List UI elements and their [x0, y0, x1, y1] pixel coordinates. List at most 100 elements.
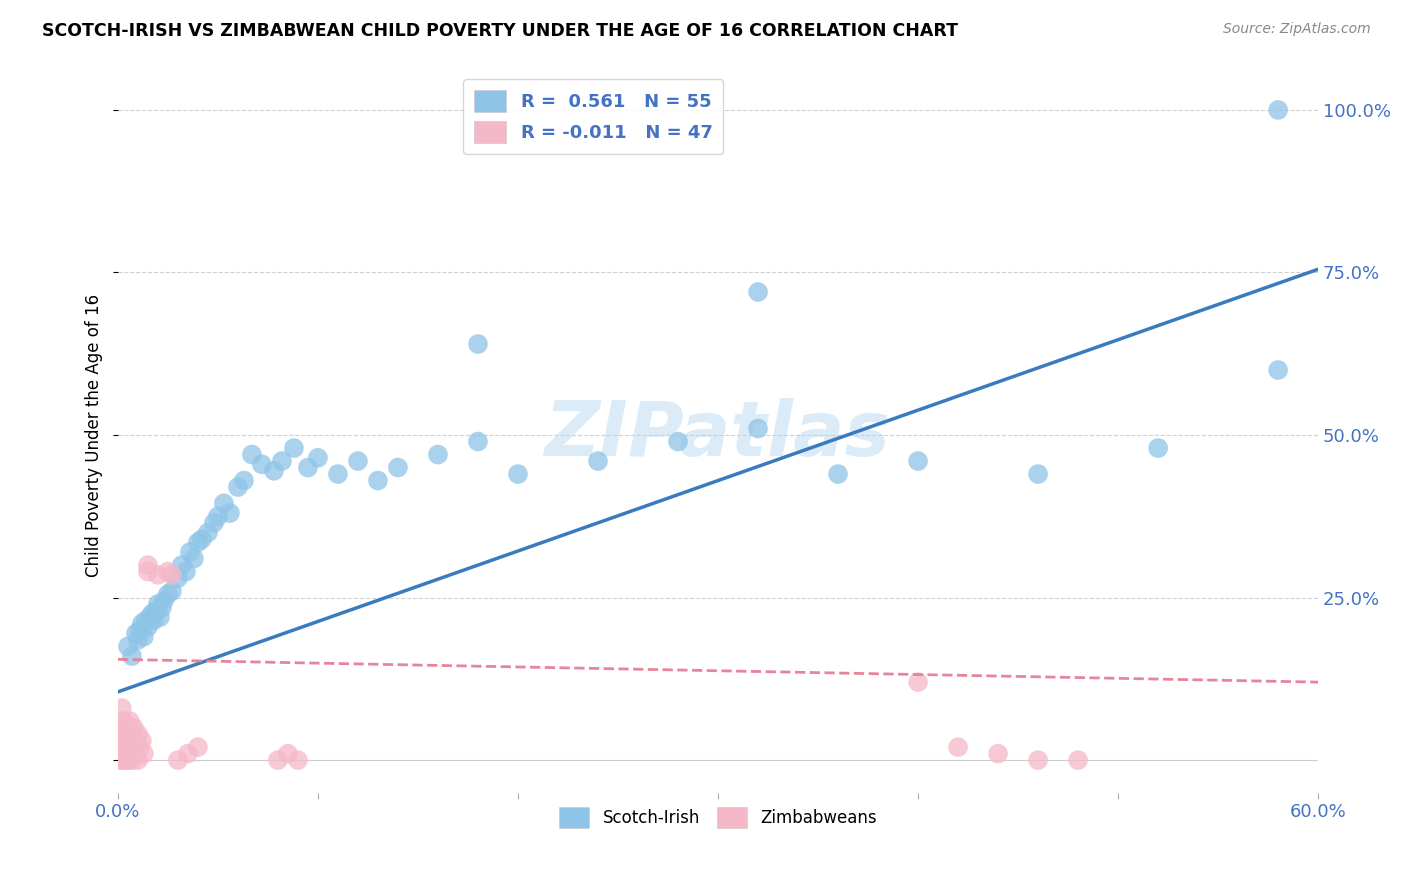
Point	[142, 613, 165, 627]
Point	[111, 753, 134, 767]
Point	[167, 571, 190, 585]
Point	[115, 721, 138, 735]
Point	[112, 740, 135, 755]
Point	[117, 753, 139, 767]
Point	[108, 727, 131, 741]
Point	[1267, 103, 1289, 117]
Point	[207, 509, 229, 524]
Point	[174, 565, 197, 579]
Point	[202, 516, 225, 530]
Point	[139, 610, 162, 624]
Y-axis label: Child Poverty Under the Age of 16: Child Poverty Under the Age of 16	[86, 293, 103, 576]
Point	[183, 551, 205, 566]
Point	[141, 607, 163, 621]
Point	[226, 480, 249, 494]
Point	[271, 454, 294, 468]
Point	[240, 448, 263, 462]
Point	[145, 604, 167, 618]
Point	[112, 727, 135, 741]
Point	[187, 535, 209, 549]
Point	[150, 600, 173, 615]
Point	[167, 753, 190, 767]
Point	[586, 454, 609, 468]
Point	[111, 727, 134, 741]
Point	[250, 458, 273, 472]
Point	[287, 753, 309, 767]
Point	[387, 460, 409, 475]
Point	[118, 733, 141, 747]
Point	[127, 727, 149, 741]
Point	[267, 753, 290, 767]
Point	[907, 675, 929, 690]
Point	[121, 727, 143, 741]
Point	[122, 747, 145, 761]
Point	[111, 701, 134, 715]
Point	[146, 567, 169, 582]
Point	[136, 558, 159, 573]
Text: Source: ZipAtlas.com: Source: ZipAtlas.com	[1223, 22, 1371, 37]
Point	[191, 532, 214, 546]
Point	[666, 434, 689, 449]
Point	[111, 714, 134, 728]
Point	[129, 623, 152, 637]
Point	[136, 565, 159, 579]
Point	[149, 610, 172, 624]
Point	[177, 747, 200, 761]
Point	[1026, 467, 1049, 481]
Point	[108, 753, 131, 767]
Point	[506, 467, 529, 481]
Point	[112, 753, 135, 767]
Point	[326, 467, 349, 481]
Point	[747, 285, 769, 299]
Point	[118, 747, 141, 761]
Point	[127, 632, 149, 647]
Point	[118, 714, 141, 728]
Point	[347, 454, 370, 468]
Point	[187, 740, 209, 755]
Point	[277, 747, 299, 761]
Point	[122, 721, 145, 735]
Point	[307, 450, 329, 465]
Point	[197, 525, 219, 540]
Point	[121, 649, 143, 664]
Point	[131, 616, 153, 631]
Point	[1067, 753, 1090, 767]
Point	[827, 467, 849, 481]
Point	[747, 421, 769, 435]
Point	[232, 474, 254, 488]
Point	[125, 626, 148, 640]
Point	[427, 448, 450, 462]
Point	[115, 733, 138, 747]
Point	[297, 460, 319, 475]
Point	[127, 753, 149, 767]
Point	[367, 474, 389, 488]
Point	[131, 733, 153, 747]
Point	[283, 441, 305, 455]
Text: ZIPatlas: ZIPatlas	[546, 398, 891, 472]
Point	[1147, 441, 1170, 455]
Point	[156, 587, 179, 601]
Point	[1026, 753, 1049, 767]
Point	[212, 496, 235, 510]
Point	[112, 714, 135, 728]
Point	[170, 558, 193, 573]
Point	[153, 594, 176, 608]
Point	[146, 597, 169, 611]
Point	[117, 640, 139, 654]
Point	[115, 753, 138, 767]
Text: SCOTCH-IRISH VS ZIMBABWEAN CHILD POVERTY UNDER THE AGE OF 16 CORRELATION CHART: SCOTCH-IRISH VS ZIMBABWEAN CHILD POVERTY…	[42, 22, 957, 40]
Point	[156, 565, 179, 579]
Point	[1267, 363, 1289, 377]
Point	[132, 747, 155, 761]
Point	[136, 620, 159, 634]
Point	[135, 613, 157, 627]
Legend: Scotch-Irish, Zimbabweans: Scotch-Irish, Zimbabweans	[553, 801, 883, 834]
Point	[467, 434, 489, 449]
Point	[263, 464, 285, 478]
Point	[219, 506, 242, 520]
Point	[987, 747, 1010, 761]
Point	[117, 740, 139, 755]
Point	[179, 545, 201, 559]
Point	[125, 740, 148, 755]
Point	[160, 567, 183, 582]
